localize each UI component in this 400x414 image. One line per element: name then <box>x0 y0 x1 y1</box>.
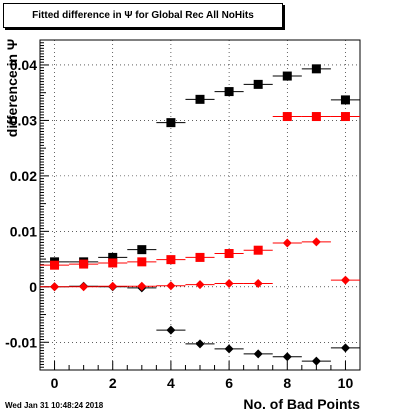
data-point-square <box>166 255 176 265</box>
date-stamp: Wed Jan 31 10:48:24 2018 <box>5 401 104 410</box>
data-point-diamond <box>195 280 205 290</box>
data-point-diamond <box>253 278 263 288</box>
data-point-square <box>311 64 321 74</box>
data-point-diamond <box>50 282 60 292</box>
data-point-diamond <box>224 344 234 354</box>
data-point-square <box>340 95 350 105</box>
data-point-square <box>108 258 118 268</box>
x-axis-label: No. of Bad Points <box>243 396 360 412</box>
x-tick-label: 4 <box>167 375 175 391</box>
data-point-diamond <box>282 238 292 248</box>
y-tick-label: 0.04 <box>10 57 37 73</box>
chart-title: Fitted difference in Ψ for Global Rec Al… <box>32 10 254 21</box>
x-tick-label: 0 <box>51 375 59 391</box>
data-point-diamond <box>311 356 321 366</box>
data-point-square <box>137 257 147 267</box>
data-point-square <box>50 260 60 270</box>
data-point-diamond <box>340 343 350 353</box>
data-point-square <box>108 252 118 262</box>
data-point-diamond <box>79 282 89 292</box>
chart-title-box: Fitted difference in Ψ for Global Rec Al… <box>3 3 283 28</box>
data-point-square <box>282 112 292 122</box>
data-point-diamond <box>311 237 321 247</box>
data-point-square <box>253 245 263 255</box>
x-tick-label: 10 <box>338 375 354 391</box>
plot-frame <box>39 39 361 371</box>
data-point-square <box>79 259 89 269</box>
data-point-diamond <box>253 349 263 359</box>
data-point-square <box>224 87 234 97</box>
x-tick-label: 8 <box>283 375 291 391</box>
y-axis-label: difference in Ψ <box>4 38 20 138</box>
data-point-diamond <box>224 278 234 288</box>
y-tick-label: 0 <box>29 279 37 295</box>
data-point-square <box>224 249 234 259</box>
data-point-square <box>195 94 205 104</box>
data-point-square <box>195 252 205 262</box>
data-point-diamond <box>166 325 176 335</box>
data-point-square <box>253 79 263 89</box>
x-tick-label: 2 <box>109 375 117 391</box>
data-point-diamond <box>195 339 205 349</box>
data-point-diamond <box>108 281 118 291</box>
y-tick-label: -0.01 <box>5 334 37 350</box>
x-tick-label: 6 <box>225 375 233 391</box>
data-point-square <box>340 112 350 122</box>
data-point-square <box>311 112 321 122</box>
y-tick-label: 0.01 <box>10 223 37 239</box>
data-point-square <box>282 71 292 81</box>
y-tick-label: 0.02 <box>10 168 37 184</box>
data-point-square <box>137 245 147 255</box>
data-point-diamond <box>137 281 147 291</box>
y-tick-label: 0.03 <box>10 112 37 128</box>
data-point-diamond <box>166 281 176 291</box>
data-point-diamond <box>340 275 350 285</box>
data-point-diamond <box>282 352 292 362</box>
data-point-square <box>166 118 176 128</box>
